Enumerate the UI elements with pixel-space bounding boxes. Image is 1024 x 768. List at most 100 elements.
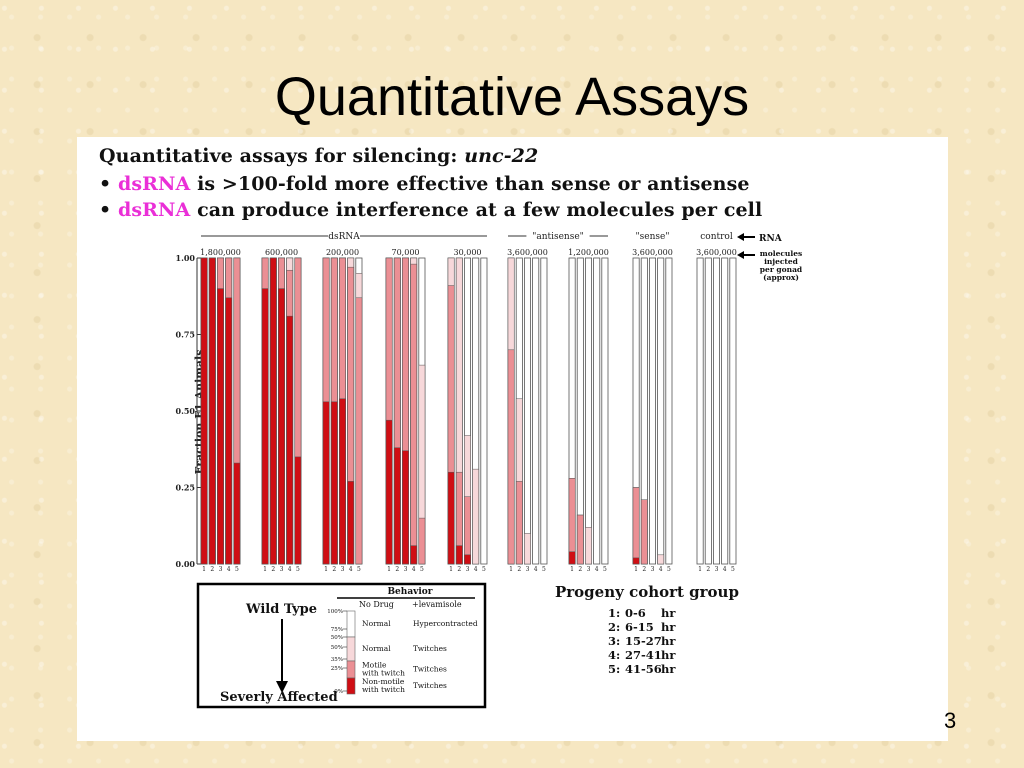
bar-label: 1 [324, 566, 328, 573]
bar-segment-dark [286, 315, 294, 565]
progeny-number: 4: [608, 648, 620, 662]
dsrna-highlight: dsRNA [117, 173, 191, 195]
gene-name: unc-22 [464, 145, 539, 167]
legend-no-drug: Non-motile [362, 677, 405, 686]
bar-segment-dark [261, 288, 269, 565]
bar-segment-dark [294, 456, 302, 565]
bar-segment-dark [464, 554, 471, 565]
bar-label: 4 [288, 566, 292, 573]
progeny-range: 6-15 [625, 620, 654, 634]
progeny-number: 5: [608, 662, 620, 676]
y-tick-label: 0.25 [176, 483, 195, 493]
bar-segment-mid [464, 496, 471, 565]
bar-outline [696, 257, 704, 565]
progeny-number: 2: [608, 620, 620, 634]
bar-label: 2 [706, 566, 710, 573]
bar-outline [721, 257, 729, 565]
bar-outline [523, 257, 531, 565]
y-tick-label: 1.00 [176, 253, 196, 263]
bar-label: 5 [235, 566, 239, 573]
rna-label: RNA [759, 234, 783, 244]
bar-label: 3 [219, 566, 223, 573]
figure-panel: Quantitative assays for silencing: unc-2… [77, 137, 948, 741]
behavior-legend: Wild Type Severly Affected Behavior No D… [196, 582, 487, 709]
progeny-range: 41-56 [625, 662, 662, 676]
bar-outline [540, 257, 548, 565]
progeny-range: 27-41 [625, 648, 662, 662]
group-molecules-label: 1,800,000 [200, 248, 241, 257]
bar-segment-dark [233, 462, 241, 565]
bar-label: 2 [578, 566, 582, 573]
bar-segment-mid [507, 349, 515, 565]
bar-label: 4 [595, 566, 599, 573]
bar-segment-dark [402, 450, 409, 565]
bar-outline [480, 257, 488, 565]
bar-segment-mid [355, 297, 363, 565]
y-tick-label: 0.50 [176, 406, 196, 416]
rna-type-label: "antisense" [532, 232, 584, 242]
bar-segment-mid [576, 514, 584, 565]
bar-segment-dark [269, 257, 277, 565]
bullet: • [99, 173, 112, 195]
legend-swatch [346, 610, 356, 638]
heading-line-3: • dsRNA can produce interference at a fe… [99, 199, 762, 221]
bar-outline [601, 257, 609, 565]
legend-no-drug: Motile [362, 661, 387, 670]
legend-behavior-header: Behavior [387, 587, 432, 597]
progeny-number: 3: [608, 634, 620, 648]
bar-label: 3 [466, 566, 470, 573]
bar-label: 2 [457, 566, 461, 573]
bar-label: 1 [449, 566, 453, 573]
arrow-left-icon [737, 251, 755, 259]
molecules-label: per gonad [760, 265, 803, 274]
bar-segment-dark [339, 398, 346, 565]
heading-line-1-prefix: Quantitative assays for silencing: [99, 145, 465, 167]
legend-wild-type: Wild Type [245, 602, 317, 617]
bar-label: 2 [517, 566, 521, 573]
bar-label: 5 [667, 566, 671, 573]
heading-line-1: Quantitative assays for silencing: unc-2… [99, 145, 538, 167]
bar-segment-dark [217, 288, 224, 565]
group-molecules-label: 70,000 [392, 248, 420, 257]
progeny-range: 0-6 [625, 606, 646, 620]
legend-no-drug: with twitch [362, 685, 405, 694]
bar-outline [704, 257, 712, 565]
legend-no-drug: Normal [362, 644, 391, 653]
legend-scale-tick: 0% [334, 689, 343, 695]
bar-label: 2 [271, 566, 275, 573]
bar-label: 5 [482, 566, 486, 573]
bar-label: 5 [542, 566, 546, 573]
progeny-unit: hr [661, 620, 676, 634]
bar-segment-mid [410, 263, 418, 565]
legend-levamisole: Twitches [413, 644, 447, 653]
bar-label: 3 [587, 566, 591, 573]
bar-segment-light [657, 554, 665, 565]
group-molecules-label: 200,000 [326, 248, 359, 257]
bar-segment-mid [515, 481, 523, 565]
legend-levamisole: Twitches [413, 665, 447, 674]
progeny-number: 1: [608, 606, 620, 620]
bar-label: 1 [570, 566, 574, 573]
molecules-label: (approx) [763, 273, 799, 282]
arrow-down-icon [276, 681, 288, 693]
progeny-unit: hr [661, 634, 676, 648]
bar-segment-light [585, 527, 592, 565]
bar-label: 1 [634, 566, 638, 573]
bar-outline [532, 257, 540, 565]
progeny-unit: hr [661, 648, 676, 662]
group-molecules-label: 3,600,000 [632, 248, 673, 257]
bar-label: 4 [474, 566, 478, 573]
heading-line-2-rest: is >100-fold more effective than sense o… [190, 173, 750, 195]
rna-type-label: "sense" [636, 232, 670, 242]
group-molecules-label: 3,600,000 [696, 248, 737, 257]
bar-label: 1 [202, 566, 206, 573]
bar-segment-mid [568, 478, 576, 565]
slide-title: Quantitative Assays [274, 67, 750, 127]
group-molecules-label: 30,000 [454, 248, 482, 257]
bar-segment-mid [418, 517, 426, 565]
legend-col-no-drug: No Drug [359, 600, 394, 609]
bar-segment-dark [278, 288, 285, 565]
stacked-bar-chart: Fraction F1 Animals 0.000.250.500.751.00… [176, 232, 803, 709]
bar-segment-dark [322, 401, 330, 565]
bar-label: 1 [509, 566, 513, 573]
